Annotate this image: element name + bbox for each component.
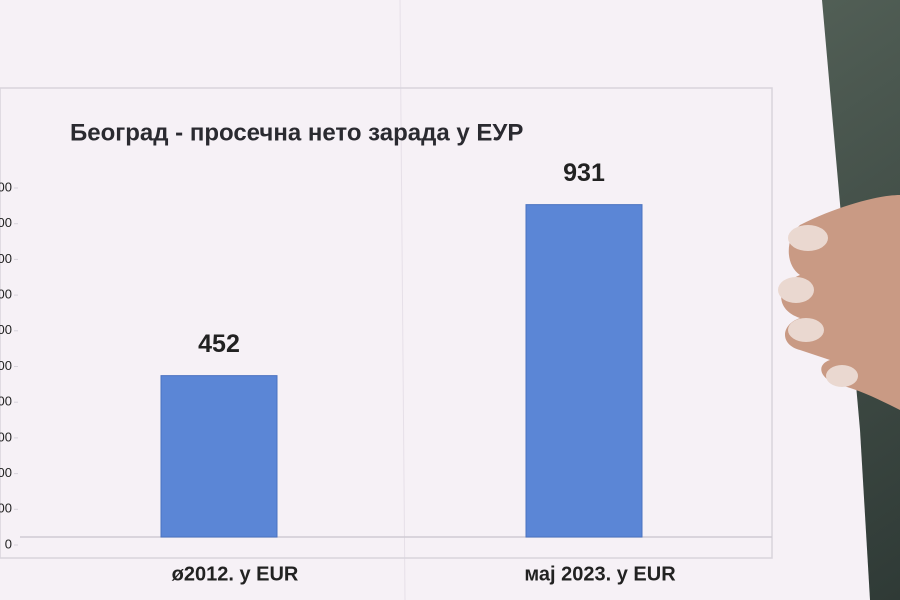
y-tick-label: 400 [0, 394, 12, 409]
y-tick-label: 500 [0, 358, 12, 373]
y-tick-label: 700 [0, 287, 12, 302]
x-tick-label: ø2012. у EUR [172, 563, 299, 585]
paper-fold [399, 0, 406, 600]
y-tick-label: 100 [0, 501, 12, 516]
y-tick-label: 1000 [0, 179, 12, 194]
value-label: 452 [198, 330, 240, 358]
y-tick-label: 800 [0, 251, 12, 266]
hand [778, 195, 900, 410]
chart-title: Београд - просечна нето зарада у ЕУР [70, 119, 523, 146]
y-tick-label: 200 [0, 465, 12, 480]
x-tick-label: мај 2023. у EUR [524, 563, 676, 585]
y-tick-label: 0 [5, 536, 12, 551]
bar [160, 375, 278, 538]
paper [0, 0, 870, 600]
y-tick-label: 900 [0, 215, 12, 230]
y-tick-label: 300 [0, 429, 12, 444]
value-label: 931 [563, 159, 605, 187]
plot-frame [0, 87, 773, 559]
bar [525, 204, 643, 538]
y-tick-label: 600 [0, 322, 12, 337]
